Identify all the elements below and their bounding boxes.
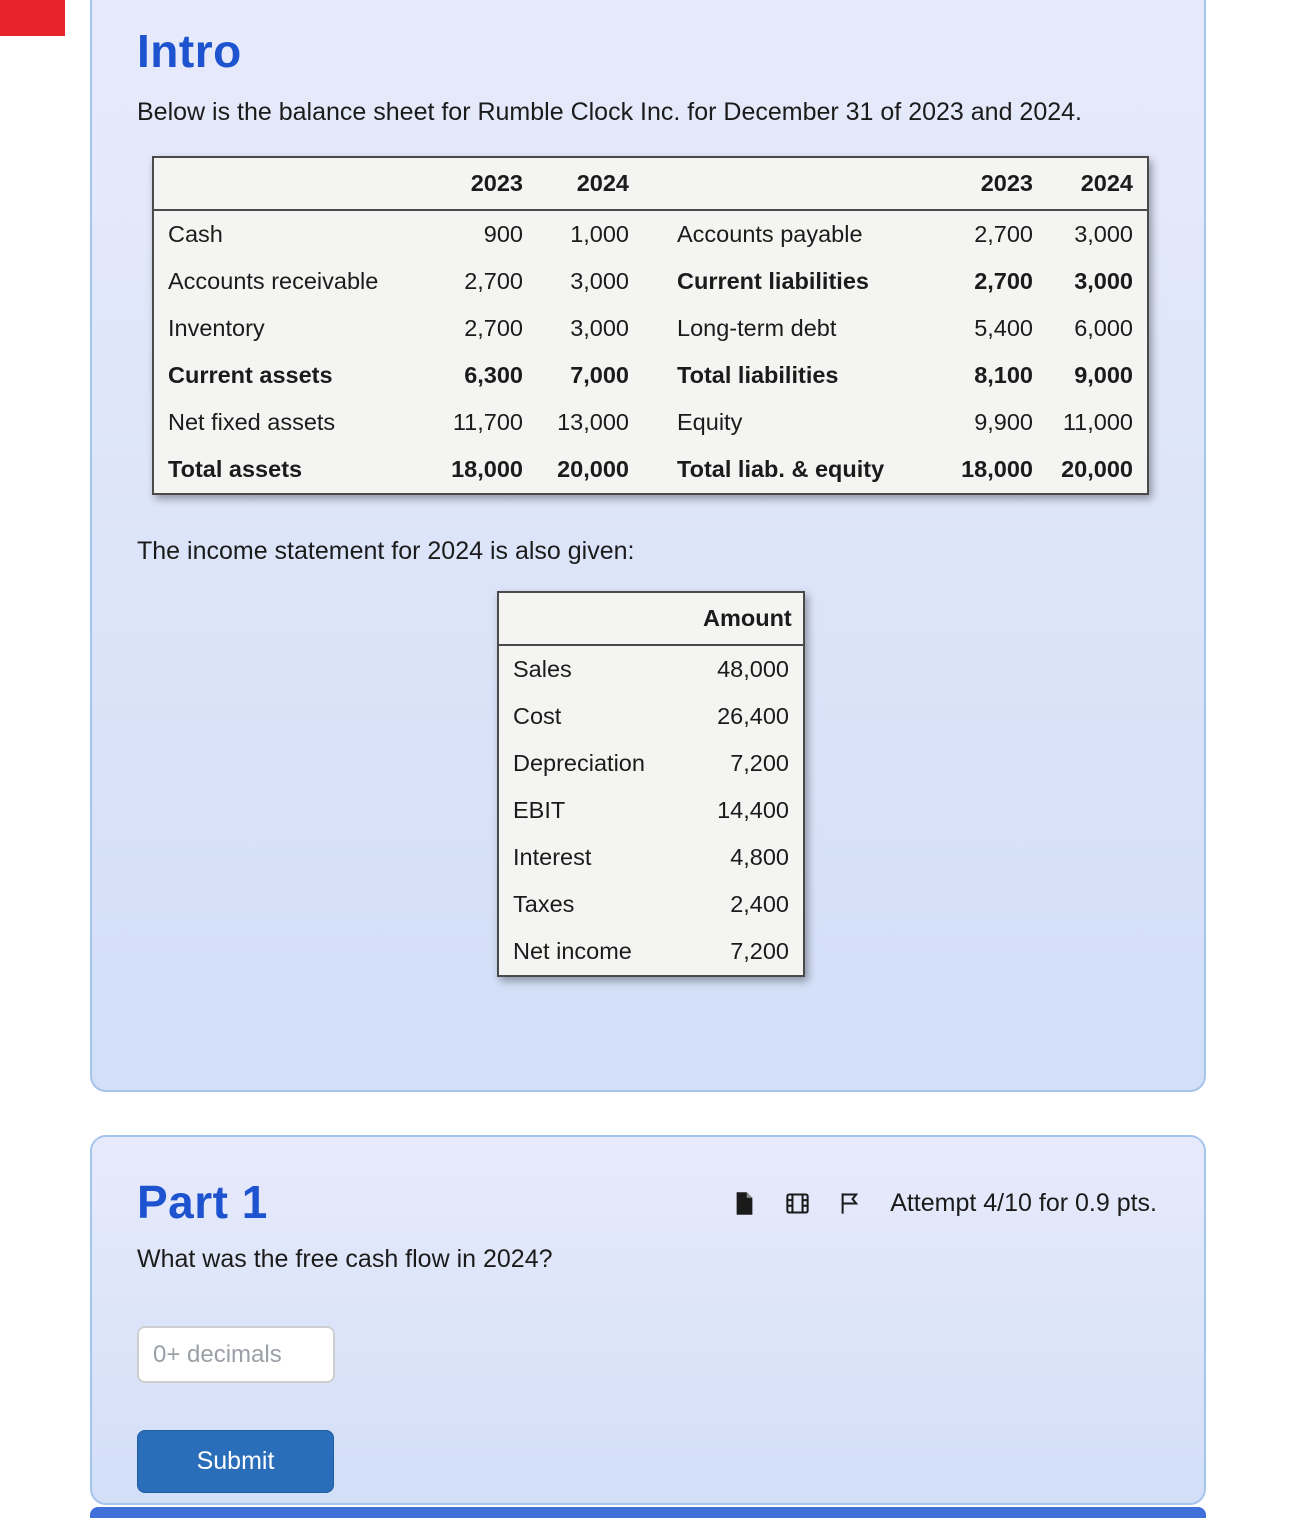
is-value: 14,400 xyxy=(717,797,789,823)
bs-label: Total liab. & equity xyxy=(677,456,885,482)
bs-value: 2,700 xyxy=(464,268,523,294)
bs-year-header: 2023 xyxy=(929,157,1033,211)
is-label: EBIT xyxy=(513,797,566,823)
part1-question: What was the free cash flow in 2024? xyxy=(137,1245,553,1273)
bs-value: 9,900 xyxy=(974,409,1033,435)
submit-button[interactable]: Submit xyxy=(137,1430,334,1493)
bs-label: Net fixed assets xyxy=(168,409,336,435)
bs-year-header: 2023 xyxy=(421,157,523,211)
table-row: Accounts receivable 2,700 3,000 Current … xyxy=(153,258,1148,305)
is-value: 7,200 xyxy=(730,750,789,776)
is-label: Cost xyxy=(513,703,562,729)
part1-meta: Attempt 4/10 for 0.9 pts. xyxy=(731,1189,1159,1218)
bs-label: Long-term debt xyxy=(677,315,837,341)
bs-value: 3,000 xyxy=(570,315,629,341)
bs-label: Total liabilities xyxy=(677,362,839,388)
is-label: Interest xyxy=(513,844,592,870)
bs-label: Inventory xyxy=(168,315,265,341)
bs-label: Cash xyxy=(168,221,223,247)
is-value: 26,400 xyxy=(717,703,789,729)
table-row: Depreciation 7,200 xyxy=(498,740,804,787)
next-panel-edge xyxy=(90,1507,1206,1518)
bs-value: 13,000 xyxy=(557,409,629,435)
bs-value: 2,700 xyxy=(464,315,523,341)
attempt-text: Attempt 4/10 for 0.9 pts. xyxy=(890,1189,1157,1217)
is-header-empty xyxy=(498,592,703,646)
is-label: Depreciation xyxy=(513,750,645,776)
flag-icon[interactable] xyxy=(837,1190,864,1217)
table-row: Sales 48,000 xyxy=(498,645,804,693)
part1-card: Part 1 Attempt 4/10 for 0.9 pts. Wha xyxy=(90,1135,1206,1505)
table-row: Cost 26,400 xyxy=(498,693,804,740)
bs-label: Accounts payable xyxy=(677,221,863,247)
table-row: Interest 4,800 xyxy=(498,834,804,881)
is-value: 48,000 xyxy=(717,656,789,682)
income-statement-table: Amount Sales 48,000 Cost 26,400 Deprecia… xyxy=(497,591,805,977)
table-row: Total assets 18,000 20,000 Total liab. &… xyxy=(153,446,1148,494)
bs-value: 5,400 xyxy=(974,315,1033,341)
is-value: 4,800 xyxy=(730,844,789,870)
bs-value: 900 xyxy=(483,221,523,247)
intro-title: Intro xyxy=(137,25,242,77)
intro-description: Below is the balance sheet for Rumble Cl… xyxy=(137,98,1082,126)
bs-header-empty xyxy=(629,157,929,211)
bs-value: 11,700 xyxy=(452,409,523,435)
bs-label: Current assets xyxy=(168,362,333,388)
video-icon[interactable] xyxy=(784,1190,811,1217)
bs-header-empty xyxy=(153,157,421,211)
is-label: Net income xyxy=(513,938,632,964)
part1-title: Part 1 xyxy=(137,1176,268,1228)
notes-icon[interactable] xyxy=(731,1190,758,1217)
bs-value: 3,000 xyxy=(570,268,629,294)
bs-year-header: 2024 xyxy=(523,157,629,211)
intro-card: Intro Below is the balance sheet for Rum… xyxy=(90,0,1206,1092)
table-row: Inventory 2,700 3,000 Long-term debt 5,4… xyxy=(153,305,1148,352)
bs-value: 20,000 xyxy=(557,456,629,482)
income-intro-text: The income statement for 2024 is also gi… xyxy=(137,537,635,565)
table-row: Net fixed assets 11,700 13,000 Equity 9,… xyxy=(153,399,1148,446)
table-row: Taxes 2,400 xyxy=(498,881,804,928)
table-row: EBIT 14,400 xyxy=(498,787,804,834)
balance-sheet-table: 2023 2024 2023 2024 Cash 900 1,000 Accou… xyxy=(152,156,1149,495)
answer-input[interactable] xyxy=(137,1326,335,1383)
is-value: 7,200 xyxy=(730,938,789,964)
is-amount-header: Amount xyxy=(703,592,804,646)
bs-value: 3,000 xyxy=(1074,221,1133,247)
table-row: Current assets 6,300 7,000 Total liabili… xyxy=(153,352,1148,399)
bs-value: 2,700 xyxy=(974,221,1033,247)
bs-value: 8,100 xyxy=(974,362,1033,388)
bs-label: Total assets xyxy=(168,456,303,482)
bs-value: 6,300 xyxy=(464,362,523,388)
bs-value: 18,000 xyxy=(961,456,1033,482)
bs-value: 20,000 xyxy=(1061,456,1133,482)
bs-value: 7,000 xyxy=(570,362,629,388)
table-row: Net income 7,200 xyxy=(498,928,804,976)
bs-label: Equity xyxy=(677,409,743,435)
is-value: 2,400 xyxy=(730,891,789,917)
income-statement-header-row: Amount xyxy=(498,592,804,646)
balance-sheet-header-row: 2023 2024 2023 2024 xyxy=(153,157,1148,211)
top-left-red-strip xyxy=(0,0,65,36)
is-label: Sales xyxy=(513,656,572,682)
part1-header-row: Part 1 Attempt 4/10 for 0.9 pts. xyxy=(137,1175,1159,1229)
bs-value: 18,000 xyxy=(451,456,523,482)
bs-value: 2,700 xyxy=(974,268,1033,294)
table-row: Cash 900 1,000 Accounts payable 2,700 3,… xyxy=(153,210,1148,258)
bs-label: Accounts receivable xyxy=(168,268,379,294)
bs-value: 1,000 xyxy=(570,221,629,247)
bs-value: 9,000 xyxy=(1074,362,1133,388)
is-label: Taxes xyxy=(513,891,575,917)
bs-value: 11,000 xyxy=(1062,409,1133,435)
bs-value: 6,000 xyxy=(1074,315,1133,341)
bs-label: Current liabilities xyxy=(677,268,869,294)
bs-value: 3,000 xyxy=(1074,268,1133,294)
bs-year-header: 2024 xyxy=(1033,157,1148,211)
